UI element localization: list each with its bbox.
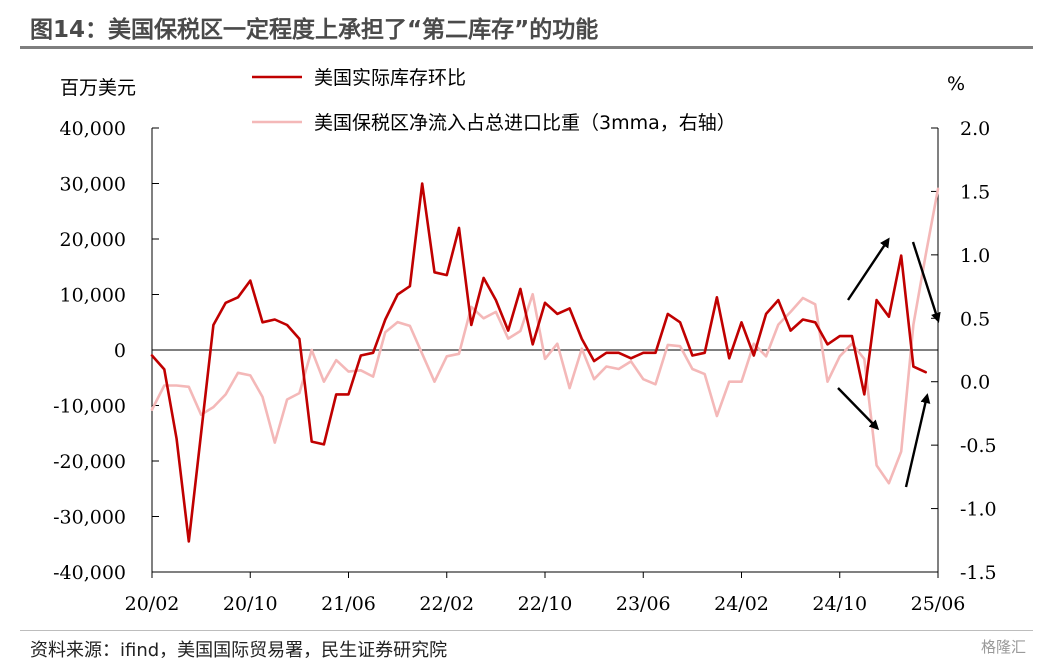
- x-tick-label: 20/10: [223, 593, 278, 615]
- series-line-bonded-share: [150, 187, 940, 485]
- left-y-tick-label: 0: [114, 340, 126, 362]
- right-y-tick-label: -1.0: [960, 499, 997, 521]
- watermark: 格隆汇: [980, 638, 1026, 656]
- arrow-up-bonded: [904, 393, 931, 488]
- legend-label-bonded-share: 美国保税区净流入占总进口比重（3mma，右轴）: [314, 112, 736, 134]
- right-y-tick-label: 2.0: [960, 118, 990, 140]
- x-tick-label: 21/06: [321, 593, 376, 615]
- arrow-down-inventory: [911, 241, 941, 323]
- left-y-tick-label: -40,000: [53, 562, 126, 584]
- right-y-tick-label: 0.0: [960, 372, 990, 394]
- right-y-tick-label: -0.5: [960, 435, 997, 457]
- left-y-tick-label: 10,000: [60, 285, 126, 307]
- x-tick-label: 22/02: [419, 593, 474, 615]
- legend-label-inventory-mom: 美国实际库存环比: [314, 67, 466, 89]
- x-tick-label: 20/02: [125, 593, 180, 615]
- arrow-up-inventory: [847, 237, 890, 301]
- left-y-tick-label: 30,000: [60, 174, 126, 196]
- right-y-tick-label: 1.0: [960, 245, 990, 267]
- right-y-tick-label: 0.5: [960, 308, 990, 330]
- chart-labels: 40,000 30,000 20,000 10,000 0 -10,000 -20,000 -…: [53, 73, 997, 615]
- series-line-inventory-mom: [150, 182, 927, 543]
- x-tick-label: 25/06: [911, 593, 966, 615]
- x-tick-label: 23/06: [616, 593, 671, 615]
- right-y-tick-label: 1.5: [960, 181, 990, 203]
- source-divider: [20, 630, 1033, 631]
- chart-area: 40,000 30,000 20,000 10,000 0 -10,000 -20,000 -…: [53, 67, 997, 615]
- right-y-tick-label: -1.5: [960, 562, 997, 584]
- chart-series-lines: [150, 182, 940, 543]
- left-y-tick-label: -10,000: [53, 396, 126, 418]
- x-tick-label: 24/02: [714, 593, 769, 615]
- chart-annotation-arrows: [837, 237, 941, 488]
- title-divider: [20, 46, 1033, 49]
- x-tick-label: 24/10: [812, 593, 867, 615]
- right-axis-unit: %: [947, 73, 965, 95]
- left-y-tick-label: -30,000: [53, 507, 126, 529]
- source-note: 资料来源：ifind，美国国际贸易署，民生证券研究院: [30, 640, 448, 661]
- left-y-tick-label: 20,000: [60, 229, 126, 251]
- x-tick-label: 22/10: [518, 593, 573, 615]
- figure-title: 图14：美国保税区一定程度上承担了“第二库存”的功能: [30, 17, 599, 43]
- left-y-tick-label: -20,000: [53, 451, 126, 473]
- arrow-down-bonded: [837, 387, 880, 431]
- left-y-tick-label: 40,000: [60, 118, 126, 140]
- left-axis-unit: 百万美元: [60, 77, 136, 99]
